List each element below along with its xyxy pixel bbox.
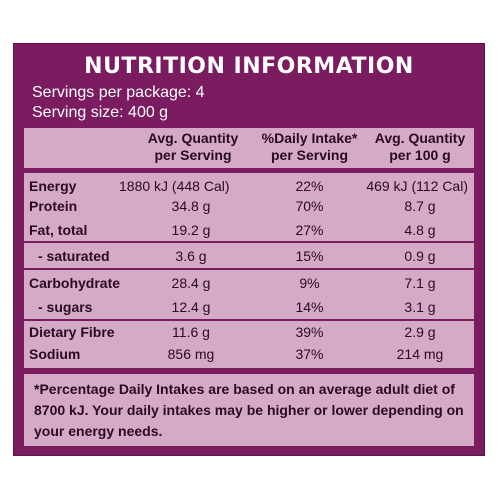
- per-100g-value: 214 mg: [396, 346, 444, 362]
- table-row: - sugars 12.4 g 14% 3.1 g: [24, 294, 474, 318]
- table-row: Sodium 856 mg 37% 214 mg: [24, 341, 474, 365]
- table-row: Fat, total 19.2 g 27% 4.8 g: [24, 217, 474, 241]
- nutrient-name: Sodium: [29, 346, 81, 362]
- table-row: Dietary Fibre 11.6 g 39% 2.9 g: [24, 319, 474, 343]
- column-header-per-serving: Avg. Quantity per Serving: [139, 130, 247, 164]
- table-row: - saturated 3.6 g 15% 0.9 g: [24, 243, 474, 267]
- per-100g-value: 3.1 g: [404, 299, 436, 315]
- nutrient-name: - sugars: [38, 299, 93, 315]
- column-header-per-100g-line1: Avg. Quantity: [374, 130, 466, 146]
- per-100g-value: 469 kJ (112 Cal): [366, 178, 468, 194]
- servings-per-package: Servings per package: 4: [32, 84, 205, 101]
- row-divider: [24, 268, 474, 270]
- per-serving-value: 34.8 g: [171, 198, 211, 214]
- column-header-daily-intake-line2: per Serving: [270, 147, 349, 163]
- per-serving-value: 28.4 g: [171, 275, 211, 291]
- per-serving-value: 12.4 g: [171, 299, 211, 315]
- table-row: Energy 1880 kJ (448 Cal) 22% 469 kJ (112…: [24, 173, 474, 197]
- per-100g-value: 2.9 g: [404, 324, 436, 340]
- nutrient-name: - saturated: [38, 248, 110, 264]
- daily-intake-value: 37%: [295, 346, 324, 362]
- column-header-per-100g-line2: per 100 g: [389, 147, 451, 163]
- nutrition-table-body: Energy 1880 kJ (448 Cal) 22% 469 kJ (112…: [24, 173, 474, 368]
- daily-intake-value: 14%: [295, 299, 324, 315]
- nutrient-name: Protein: [29, 198, 78, 214]
- per-100g-value: 4.8 g: [404, 222, 436, 238]
- per-100g-value: 8.7 g: [404, 198, 436, 214]
- panel-title: NUTRITION INFORMATION: [84, 54, 414, 79]
- footnote: *Percentage Daily Intakes are based on a…: [24, 374, 474, 446]
- per-serving-value: 3.6 g: [175, 248, 207, 264]
- daily-intake-value: 9%: [299, 275, 320, 291]
- daily-intake-value: 27%: [295, 222, 324, 238]
- daily-intake-value: 70%: [295, 198, 324, 214]
- per-serving-value: 11.6 g: [172, 324, 210, 340]
- per-100g-value: 7.1 g: [404, 275, 436, 291]
- column-header-per-100g: Avg. Quantity per 100 g: [366, 130, 474, 164]
- per-serving-value: 856 mg: [167, 346, 215, 362]
- table-row: Carbohydrate 28.4 g 9% 7.1 g: [24, 270, 474, 294]
- per-serving-value: 1880 kJ (448 Cal): [119, 178, 230, 194]
- serving-size: Serving size: 400 g: [32, 104, 169, 121]
- daily-intake-value: 39%: [295, 324, 324, 340]
- column-header-per-serving-line1: Avg. Quantity: [147, 130, 239, 146]
- daily-intake-value: 22%: [295, 178, 324, 194]
- per-100g-value: 0.9 g: [404, 248, 436, 264]
- nutrient-name: Fat, total: [29, 222, 88, 238]
- daily-intake-value: 15%: [295, 248, 324, 264]
- nutrition-panel: NUTRITION INFORMATION Servings per packa…: [13, 43, 485, 456]
- nutrient-name: Energy: [29, 178, 77, 194]
- column-header-daily-intake: %Daily Intake* per Serving: [252, 130, 367, 164]
- column-header-per-serving-line2: per Serving: [154, 147, 232, 163]
- nutrient-name: Carbohydrate: [29, 275, 121, 291]
- column-header-daily-intake-line1: %Daily Intake*: [261, 130, 358, 146]
- table-header: Avg. Quantity per Serving %Daily Intake*…: [24, 128, 474, 168]
- per-serving-value: 19.2 g: [171, 222, 211, 238]
- row-divider: [24, 241, 474, 243]
- table-row: Protein 34.8 g 70% 8.7 g: [24, 193, 474, 217]
- row-divider: [24, 319, 474, 321]
- nutrient-name: Dietary Fibre: [29, 324, 115, 340]
